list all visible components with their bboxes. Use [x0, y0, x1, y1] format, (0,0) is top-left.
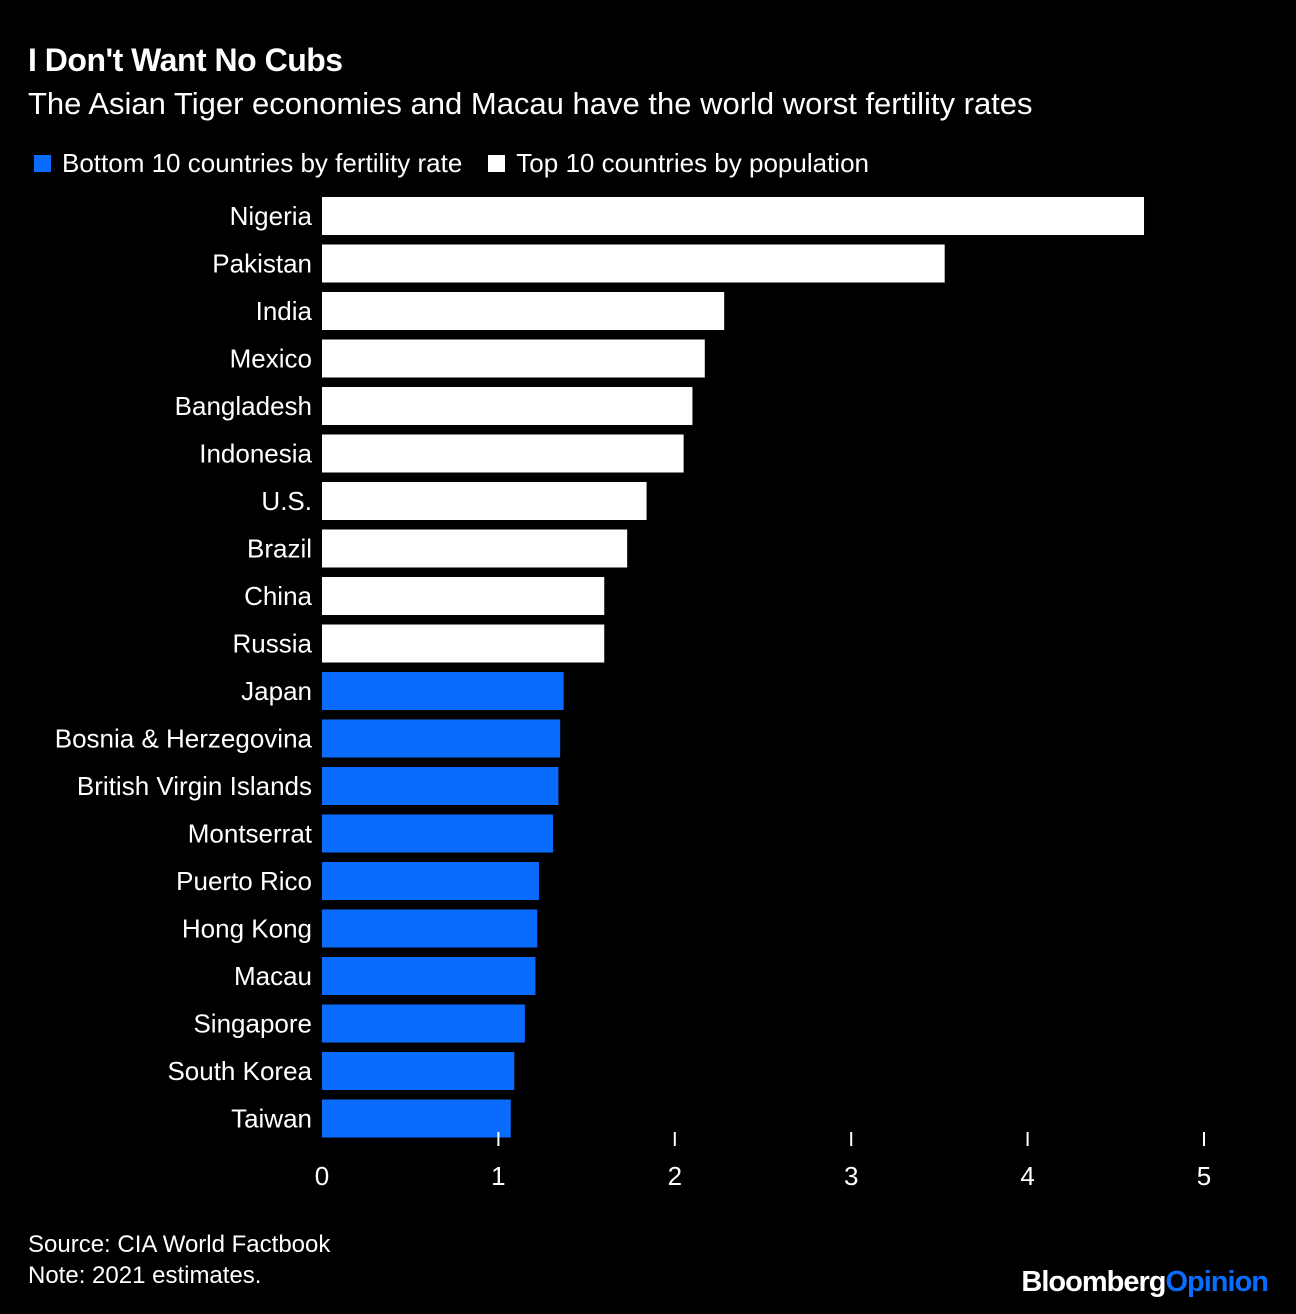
category-label: Taiwan	[231, 1104, 312, 1134]
category-label: Mexico	[230, 344, 312, 374]
bar-bosnia-herzegovina	[322, 719, 561, 758]
legend-item-top10: Top 10 countries by population	[488, 148, 869, 179]
category-label: Macau	[234, 961, 312, 991]
brand-part1: Bloomberg	[1021, 1266, 1166, 1298]
legend: Bottom 10 countries by fertility rate To…	[34, 148, 895, 179]
legend-swatch-white	[488, 155, 506, 172]
estimate-note: Note: 2021 estimates.	[28, 1262, 262, 1289]
bar-british-virgin-islands	[322, 767, 559, 805]
category-label: India	[256, 296, 313, 326]
bar-china	[322, 577, 605, 615]
category-label: China	[244, 581, 312, 611]
category-label: South Korea	[167, 1056, 312, 1086]
bar-indonesia	[322, 434, 684, 473]
category-label: Pakistan	[212, 249, 312, 279]
bar-south-korea	[322, 1052, 515, 1090]
category-label: Montserrat	[188, 819, 313, 849]
legend-label-top10: Top 10 countries by population	[516, 148, 869, 178]
category-label: Singapore	[193, 1009, 312, 1039]
source-note: Source: CIA World Factbook	[28, 1231, 331, 1258]
brand-part2: Opinion	[1165, 1266, 1269, 1298]
bar-pakistan	[322, 244, 945, 283]
chart-subtitle: The Asian Tiger economies and Macau have…	[28, 86, 1033, 121]
category-label: Hong Kong	[182, 914, 312, 944]
bar-singapore	[322, 1004, 525, 1043]
category-label: Nigeria	[230, 201, 313, 231]
x-tick-label: 1	[491, 1161, 505, 1191]
bar-hong-kong	[322, 909, 538, 948]
legend-label-bottom10: Bottom 10 countries by fertility rate	[62, 148, 463, 178]
bar-u-s-	[322, 482, 647, 520]
brand-logo: BloombergOpinion	[1021, 1266, 1269, 1299]
bar-macau	[322, 957, 536, 995]
bar-mexico	[322, 339, 705, 378]
category-label: Bangladesh	[175, 391, 312, 421]
legend-item-bottom10: Bottom 10 countries by fertility rate	[34, 148, 462, 179]
bar-nigeria	[322, 197, 1145, 235]
x-tick-label: 3	[844, 1161, 858, 1191]
category-label: Brazil	[247, 534, 312, 564]
x-tick-label: 4	[1020, 1161, 1034, 1191]
bar-india	[322, 292, 725, 330]
bar-russia	[322, 624, 605, 663]
category-label: Puerto Rico	[176, 866, 312, 896]
x-tick-label: 0	[315, 1161, 329, 1191]
category-label: Russia	[233, 629, 313, 659]
category-label: Indonesia	[199, 439, 312, 469]
x-tick-label: 2	[668, 1161, 682, 1191]
bar-puerto-rico	[322, 862, 539, 900]
category-label: British Virgin Islands	[77, 771, 312, 801]
x-tick-label: 5	[1197, 1161, 1211, 1191]
bar-montserrat	[322, 814, 554, 853]
bar-bangladesh	[322, 387, 693, 425]
legend-swatch-blue	[34, 155, 51, 172]
category-label: U.S.	[261, 486, 312, 516]
chart-title: I Don't Want No Cubs	[28, 42, 343, 78]
category-label: Bosnia & Herzegovina	[55, 724, 313, 754]
bar-taiwan	[322, 1099, 511, 1138]
category-label: Japan	[241, 676, 312, 706]
bar-brazil	[322, 529, 628, 568]
bar-japan	[322, 672, 564, 710]
